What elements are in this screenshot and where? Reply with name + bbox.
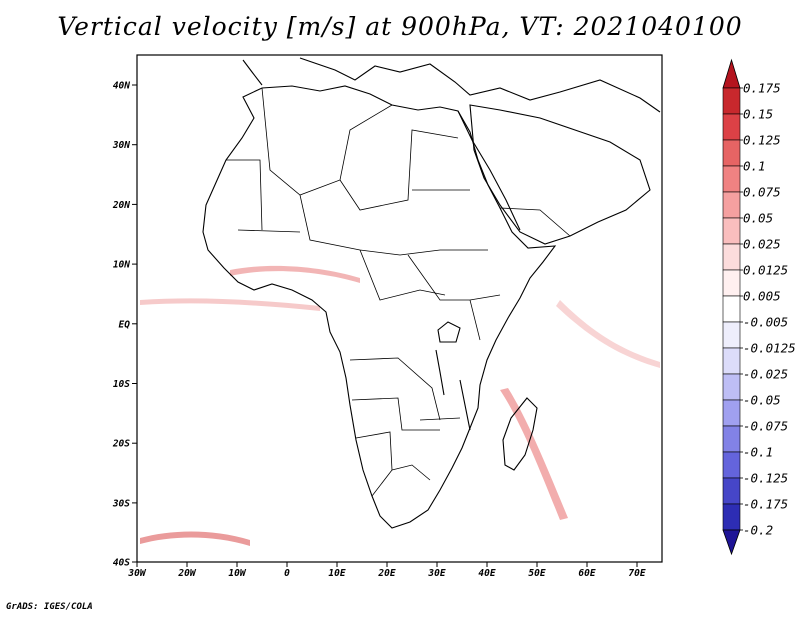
colorbar-label: -0.05: [743, 393, 781, 408]
colorbar-label: 0.0125: [743, 263, 788, 278]
lon-label: 70E: [628, 568, 645, 579]
lat-label: 20S: [112, 439, 130, 450]
colorbar-bin: [722, 191, 741, 219]
lat-label: 20N: [112, 200, 130, 211]
lon-label: 50E: [528, 568, 545, 579]
colorbar-label: -0.025: [743, 367, 788, 382]
colorbar-bin: [722, 87, 741, 115]
colorbar-label: 0.1: [743, 159, 766, 174]
colorbar-bin: [722, 503, 741, 531]
lon-label: 20W: [177, 568, 196, 579]
lat-label: 40N: [113, 81, 130, 92]
lon-label: 60E: [578, 568, 595, 579]
colorbar-label: 0.025: [743, 237, 781, 252]
colorbar-bin: [722, 269, 741, 297]
colorbar-bin: [722, 399, 741, 427]
lon-label: 40E: [478, 568, 495, 579]
colorbar-label: 0.175: [743, 81, 781, 96]
colorbar-label: 0.05: [743, 211, 773, 226]
lat-label: 30S: [112, 498, 130, 509]
colorbar-bottom-arrow: [722, 529, 741, 556]
colorbar-label: 0.125: [743, 133, 781, 148]
lat-label: EQ: [119, 319, 131, 330]
lon-label: 10E: [328, 568, 345, 579]
colorbar-bin: [722, 295, 741, 323]
colorbar-bin: [722, 373, 741, 401]
colorbar-bin: [722, 477, 741, 505]
colorbar-bin: [722, 243, 741, 271]
colorbar-label: -0.075: [743, 419, 788, 434]
country-borders: [226, 87, 571, 497]
coastlines: [202, 57, 661, 529]
colorbar-label: 0.075: [743, 185, 781, 200]
map-title: Vertical velocity [m/s] at 900hPa, VT: 2…: [57, 12, 743, 41]
lon-label: 10W: [228, 568, 246, 579]
lon-label: 20E: [377, 568, 395, 579]
colorbar-top-arrow: [722, 58, 741, 89]
lon-label: 0: [284, 568, 290, 579]
lon-label: 30W: [127, 568, 146, 579]
colorbar-bin: [722, 321, 741, 349]
colorbar-label: -0.1: [743, 445, 773, 460]
colorbar-bin: [722, 425, 741, 453]
colorbar-label: -0.175: [743, 497, 788, 512]
grads-credit: GrADS: IGES/COLA: [6, 602, 93, 612]
plot-frame: [136, 54, 663, 563]
colorbar-bin: [722, 139, 741, 167]
latitude-axis: 40N 30N 20N 10N EQ 10S 20S 30S 40S: [112, 81, 137, 569]
colorbar-bin: [722, 451, 741, 479]
colorbar-label: -0.2: [743, 523, 773, 538]
velocity-field: [137, 55, 662, 562]
lon-label: 30E: [427, 568, 445, 579]
colorbar-label: 0.005: [743, 289, 781, 304]
colorbar-label: 0.15: [743, 107, 773, 122]
longitude-axis: 30W 20W 10W 0 10E 20E 30E 40E 50E 60E 70E: [127, 562, 646, 579]
colorbar-bin: [722, 217, 741, 245]
lat-label: 10S: [113, 379, 130, 390]
lat-label: 30N: [112, 140, 130, 151]
colorbar-label: -0.005: [743, 315, 788, 330]
colorbar-bin: [722, 113, 741, 141]
lat-label: 40S: [113, 558, 130, 569]
colorbar-bin: [722, 347, 741, 375]
colorbar-label: -0.125: [743, 471, 788, 486]
colorbar-bin: [722, 165, 741, 193]
colorbar: 0.175 0.15 0.125 0.1 0.075 0.05 0.025 0.0125 0.0…: [722, 58, 796, 556]
lat-label: 10N: [113, 260, 130, 271]
colorbar-label: -0.0125: [743, 341, 796, 356]
